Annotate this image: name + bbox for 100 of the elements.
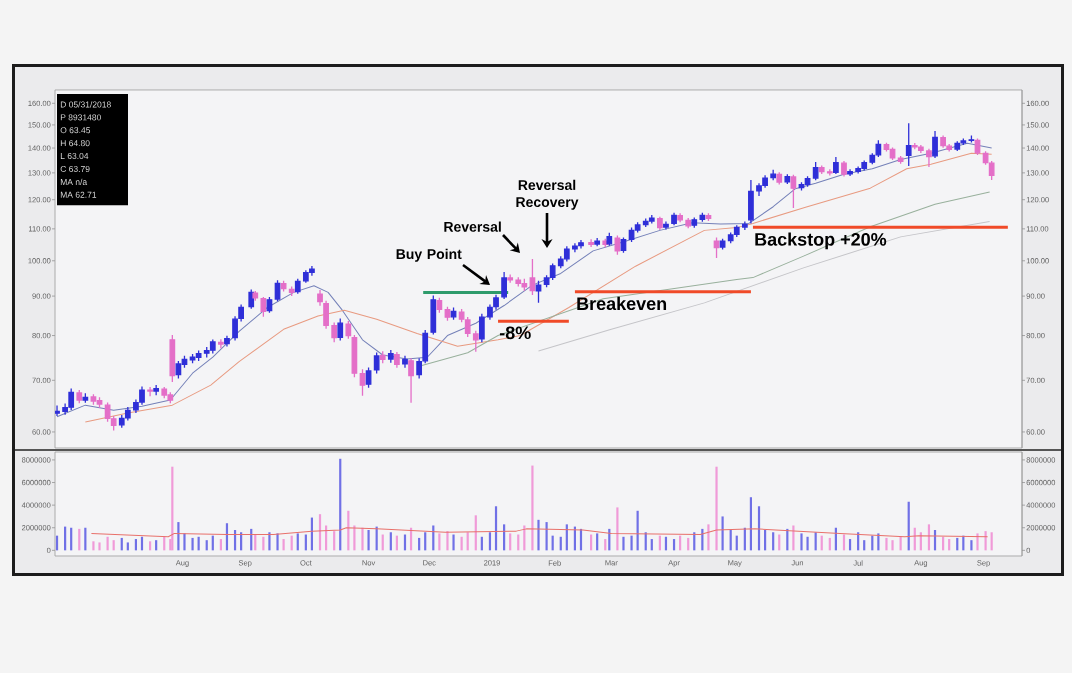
candlestick — [218, 339, 224, 349]
candlestick — [288, 286, 295, 296]
bar — [126, 542, 129, 551]
candlestick — [331, 322, 338, 343]
candlestick — [926, 148, 932, 167]
bar — [183, 533, 186, 551]
annotation: H 64.80 — [60, 140, 90, 147]
annotation: Buy Point — [396, 248, 462, 262]
bar — [177, 522, 180, 551]
candlestick — [169, 334, 176, 382]
candlestick — [905, 123, 912, 166]
bar — [155, 540, 158, 551]
bar — [622, 536, 625, 551]
candlestick — [594, 238, 601, 247]
bar — [630, 535, 633, 551]
candlestick — [317, 289, 323, 306]
candlestick — [812, 162, 819, 181]
line-series — [538, 221, 991, 352]
bar — [715, 466, 718, 551]
candlestick — [818, 165, 825, 175]
candlestick — [493, 294, 499, 310]
bar — [772, 532, 775, 551]
candlestick — [507, 274, 514, 283]
annotation: P 8931480 — [60, 114, 101, 121]
bar — [488, 532, 492, 551]
candlestick — [705, 213, 712, 222]
candlestick — [869, 153, 876, 165]
candlestick — [224, 335, 230, 347]
candlestick — [663, 221, 669, 230]
candlestick — [954, 141, 961, 152]
bar — [531, 465, 534, 551]
bar — [792, 525, 795, 551]
annotation: C 63.79 — [60, 165, 90, 172]
candlestick — [847, 169, 853, 177]
candlestick — [232, 316, 238, 341]
bar — [438, 533, 441, 551]
candlestick — [294, 278, 301, 294]
bar — [446, 531, 449, 551]
bar — [800, 533, 803, 551]
candlestick — [606, 232, 613, 246]
candlestick — [394, 352, 400, 368]
bar — [191, 537, 194, 551]
candlestick — [748, 180, 754, 224]
candlestick — [833, 157, 839, 175]
bar — [806, 536, 809, 551]
candlestick — [387, 349, 394, 363]
bar — [361, 527, 364, 551]
candlestick — [932, 131, 938, 158]
candlestick — [153, 385, 160, 396]
candlestick — [402, 355, 408, 368]
candlestick — [252, 291, 259, 301]
candlestick — [337, 318, 344, 341]
annotation: Reversal Recovery — [516, 179, 579, 210]
bar — [148, 541, 152, 551]
annotation: MA 62.71 — [60, 191, 97, 198]
candlestick — [841, 161, 847, 177]
bar — [990, 532, 993, 551]
candlestick — [238, 304, 244, 322]
candlestick — [657, 216, 663, 231]
bar — [296, 533, 299, 551]
bar — [98, 542, 101, 551]
candlestick — [373, 352, 380, 374]
bar — [353, 525, 356, 551]
bar — [367, 530, 370, 551]
candlestick — [691, 217, 698, 228]
candlestick — [960, 138, 967, 145]
candlestick — [422, 329, 429, 364]
candlestick — [826, 169, 833, 176]
candlestick — [677, 213, 683, 223]
line-series — [90, 527, 989, 538]
bar — [885, 537, 888, 551]
bar — [389, 532, 392, 551]
bar — [452, 534, 455, 551]
bar — [891, 540, 894, 551]
candlestick — [478, 313, 485, 343]
bar — [92, 541, 95, 551]
candlestick — [588, 239, 594, 247]
candlestick — [487, 304, 493, 320]
candlestick — [147, 386, 153, 397]
candlestick — [82, 393, 89, 403]
bar — [333, 531, 336, 551]
candlestick — [784, 174, 791, 184]
annotation: MA n/a — [60, 178, 88, 185]
candlestick — [770, 169, 777, 181]
candlestick — [124, 407, 131, 421]
candlestick — [875, 140, 882, 157]
candlestick — [685, 217, 692, 229]
bar — [596, 533, 599, 551]
bar — [112, 540, 115, 551]
candlestick — [379, 351, 386, 364]
candlestick — [416, 358, 423, 379]
candlestick — [76, 389, 83, 404]
candlestick — [790, 174, 797, 208]
bar — [616, 507, 619, 551]
candlestick — [988, 161, 995, 181]
candlestick — [430, 295, 437, 335]
annotation: D 05/31/2018 — [60, 101, 111, 108]
candlestick — [776, 172, 783, 185]
bar — [707, 524, 710, 551]
annotation: O 63.45 — [60, 127, 91, 134]
